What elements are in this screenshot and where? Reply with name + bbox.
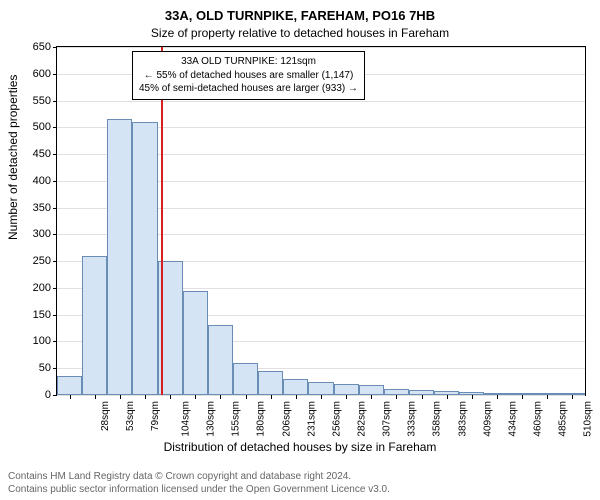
xtick-mark: [422, 395, 423, 399]
ytick-mark: [53, 208, 57, 209]
xtick-label: 485sqm: [558, 401, 569, 437]
ytick-mark: [53, 395, 57, 396]
xtick-label: 358sqm: [432, 401, 443, 437]
xtick-label: 231sqm: [306, 401, 317, 437]
histogram-bar: [359, 385, 384, 395]
ytick-mark: [53, 127, 57, 128]
xtick-mark: [120, 395, 121, 399]
ytick-mark: [53, 154, 57, 155]
xtick-mark: [522, 395, 523, 399]
xtick-label: 53sqm: [125, 401, 136, 431]
ytick-label: 400: [33, 175, 51, 187]
xtick-mark: [396, 395, 397, 399]
ytick-label: 600: [33, 68, 51, 80]
xtick-label: 307sqm: [382, 401, 393, 437]
attribution-line2: Contains public sector information licen…: [8, 483, 390, 496]
ytick-label: 300: [33, 228, 51, 240]
xtick-label: 434sqm: [507, 401, 518, 437]
xtick-label: 130sqm: [206, 401, 217, 437]
histogram-bar: [334, 384, 359, 395]
xtick-label: 409sqm: [482, 401, 493, 437]
xtick-mark: [95, 395, 96, 399]
histogram-bar: [183, 291, 208, 395]
histogram-bar: [308, 382, 333, 395]
histogram-bar: [208, 325, 233, 395]
xtick-mark: [497, 395, 498, 399]
ytick-label: 150: [33, 309, 51, 321]
xtick-label: 383sqm: [457, 401, 468, 437]
ytick-mark: [53, 47, 57, 48]
y-axis-label: Number of detached properties: [6, 75, 20, 240]
attribution: Contains HM Land Registry data © Crown c…: [8, 470, 390, 496]
xtick-mark: [472, 395, 473, 399]
xtick-mark: [371, 395, 372, 399]
xtick-label: 333sqm: [407, 401, 418, 437]
gridline: [57, 101, 585, 102]
ytick-label: 500: [33, 121, 51, 133]
xtick-mark: [170, 395, 171, 399]
xtick-mark: [547, 395, 548, 399]
ytick-mark: [53, 181, 57, 182]
histogram-bar: [258, 371, 283, 395]
ytick-mark: [53, 234, 57, 235]
xtick-mark: [296, 395, 297, 399]
histogram-bar: [107, 119, 132, 395]
annotation-line1: 33A OLD TURNPIKE: 121sqm: [139, 55, 358, 69]
xtick-mark: [346, 395, 347, 399]
xtick-label: 104sqm: [181, 401, 192, 437]
xtick-mark: [572, 395, 573, 399]
plot-area: 33A OLD TURNPIKE: 121sqm ← 55% of detach…: [56, 46, 586, 396]
histogram-bar: [233, 363, 258, 395]
ytick-label: 100: [33, 335, 51, 347]
xtick-label: 510sqm: [583, 401, 594, 437]
ytick-label: 550: [33, 95, 51, 107]
xtick-mark: [321, 395, 322, 399]
attribution-line1: Contains HM Land Registry data © Crown c…: [8, 470, 390, 483]
histogram-bar: [57, 376, 82, 395]
xtick-label: 206sqm: [281, 401, 292, 437]
ytick-label: 650: [33, 41, 51, 53]
ytick-mark: [53, 101, 57, 102]
xtick-mark: [145, 395, 146, 399]
xtick-mark: [195, 395, 196, 399]
xtick-mark: [246, 395, 247, 399]
xtick-label: 256sqm: [331, 401, 342, 437]
ytick-mark: [53, 74, 57, 75]
xtick-mark: [220, 395, 221, 399]
xtick-mark: [70, 395, 71, 399]
xtick-label: 460sqm: [533, 401, 544, 437]
ytick-label: 450: [33, 148, 51, 160]
x-axis-label: Distribution of detached houses by size …: [0, 440, 600, 454]
annotation-box: 33A OLD TURNPIKE: 121sqm ← 55% of detach…: [132, 51, 365, 100]
ytick-mark: [53, 368, 57, 369]
ytick-label: 0: [45, 389, 51, 401]
ytick-label: 350: [33, 202, 51, 214]
ytick-label: 250: [33, 255, 51, 267]
histogram-bar: [82, 256, 107, 395]
xtick-label: 155sqm: [231, 401, 242, 437]
xtick-label: 79sqm: [150, 401, 161, 431]
ytick-label: 50: [39, 362, 51, 374]
title-main: 33A, OLD TURNPIKE, FAREHAM, PO16 7HB: [0, 8, 600, 23]
xtick-mark: [447, 395, 448, 399]
xtick-mark: [271, 395, 272, 399]
ytick-label: 200: [33, 282, 51, 294]
annotation-line2: ← 55% of detached houses are smaller (1,…: [139, 69, 358, 83]
histogram-bar: [132, 122, 157, 395]
xtick-label: 28sqm: [100, 401, 111, 431]
ytick-mark: [53, 261, 57, 262]
title-sub: Size of property relative to detached ho…: [0, 26, 600, 40]
chart-container: 33A, OLD TURNPIKE, FAREHAM, PO16 7HB Siz…: [0, 0, 600, 500]
xtick-label: 180sqm: [256, 401, 267, 437]
ytick-mark: [53, 315, 57, 316]
ytick-mark: [53, 288, 57, 289]
annotation-line3: 45% of semi-detached houses are larger (…: [139, 82, 358, 96]
xtick-label: 282sqm: [357, 401, 368, 437]
gridline: [57, 47, 585, 48]
ytick-mark: [53, 341, 57, 342]
histogram-bar: [283, 379, 308, 395]
